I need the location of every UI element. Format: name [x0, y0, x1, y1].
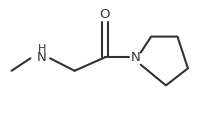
Text: N: N	[131, 51, 140, 64]
Text: N: N	[37, 51, 47, 64]
Text: H: H	[38, 44, 46, 54]
Text: O: O	[100, 8, 110, 21]
